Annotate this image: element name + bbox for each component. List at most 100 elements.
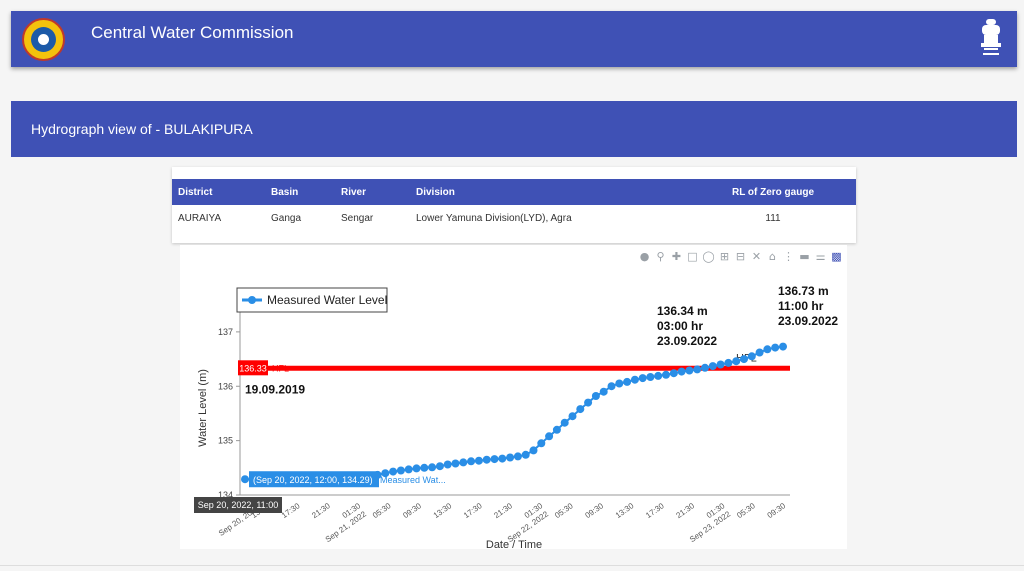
- cell-district: AURAIYA: [178, 212, 222, 224]
- data-point: [521, 450, 530, 459]
- data-point: [459, 458, 468, 467]
- data-point: [747, 352, 756, 361]
- pan-icon[interactable]: ✚: [671, 250, 682, 263]
- lasso-select-icon[interactable]: ◯: [702, 250, 715, 263]
- data-point: [591, 392, 600, 400]
- data-point: [498, 454, 507, 463]
- data-point: [763, 345, 772, 354]
- data-point: [732, 357, 741, 366]
- data-point: [241, 475, 249, 484]
- app-title: Central Water Commission: [91, 23, 294, 42]
- data-point: [443, 460, 452, 469]
- data-point: [568, 412, 577, 421]
- page-footer-divider: [0, 565, 1024, 566]
- annotation-text: 136.34 m: [657, 304, 708, 318]
- box-select-icon[interactable]: □: [687, 250, 698, 263]
- legend-marker: [248, 296, 256, 304]
- data-point: [755, 348, 764, 357]
- zoom-icon[interactable]: ⚲: [656, 250, 665, 263]
- plot-modebar: ● ⚲ ✚ □ ◯ ⊞ ⊟ ✕ ⌂ ⋮ ▬ ⚌ ▩: [638, 251, 843, 263]
- data-point: [677, 367, 686, 376]
- data-point: [771, 343, 780, 352]
- station-info-card: District Basin River Division RL of Zero…: [172, 167, 856, 243]
- data-point: [724, 358, 733, 367]
- reset-axes-icon[interactable]: ⌂: [769, 250, 776, 263]
- annotation-text: 136.73 m: [778, 284, 829, 298]
- data-point: [420, 463, 429, 472]
- data-point: [662, 370, 670, 379]
- data-point: [529, 446, 538, 455]
- data-point: [537, 439, 546, 448]
- data-point: [701, 363, 709, 372]
- data-point: [482, 455, 491, 464]
- zoom-in-icon[interactable]: ⊞: [719, 250, 730, 263]
- data-point: [451, 459, 460, 468]
- annotation-text: 03:00 hr: [657, 319, 703, 333]
- column-division: Division: [410, 179, 690, 205]
- legend-label: Measured Water Level: [267, 293, 387, 307]
- cell-rl-zero-gauge: 111: [765, 212, 781, 224]
- column-district: District: [172, 179, 265, 205]
- cell-division: Lower Yamuna Division(LYD), Agra: [416, 212, 572, 224]
- y-tick-label: 134: [218, 490, 233, 500]
- cell-basin: Ganga: [271, 212, 302, 224]
- x-tick-label: 05:30: [553, 501, 575, 520]
- hover-compare-icon[interactable]: ⚌: [815, 250, 826, 263]
- x-tick-label: 13:30: [614, 501, 636, 520]
- data-point: [412, 464, 421, 473]
- autoscale-icon[interactable]: ✕: [751, 250, 762, 263]
- data-point: [623, 377, 632, 386]
- hydrograph-plot[interactable]: ● ⚲ ✚ □ ◯ ⊞ ⊟ ✕ ⌂ ⋮ ▬ ⚌ ▩ 134 135 136 137 Wa…: [180, 245, 847, 551]
- zoom-out-icon[interactable]: ⊟: [735, 250, 746, 263]
- hover-x-box: [194, 497, 282, 513]
- data-point: [584, 398, 593, 407]
- app-header: Central Water Commission: [11, 11, 1017, 67]
- data-point: [474, 456, 483, 465]
- toggle-spike-icon[interactable]: ⋮: [783, 250, 794, 263]
- camera-icon[interactable]: ●: [639, 250, 650, 263]
- x-tick-label: 09:30: [401, 501, 423, 520]
- annotation-text: 11:00 hr: [778, 299, 824, 313]
- station-info-table: District Basin River Division RL of Zero…: [172, 179, 856, 231]
- data-point: [560, 418, 569, 427]
- x-tick-label: 13:30: [432, 501, 454, 520]
- annotation-text: 23.09.2022: [778, 314, 838, 328]
- hydrograph-title: Hydrograph view of - BULAKIPURA: [31, 121, 253, 137]
- cwc-logo: [22, 18, 65, 61]
- hfl-hover-label: HFL: [272, 363, 289, 373]
- x-tick-label: 21:30: [310, 501, 332, 520]
- data-point: [708, 362, 717, 371]
- x-tick-label: 21:30: [675, 501, 697, 520]
- hover-closest-icon[interactable]: ▬: [799, 250, 810, 263]
- column-rl-zero-gauge: RL of Zero gauge: [690, 179, 856, 205]
- cell-river: Sengar: [341, 212, 374, 224]
- data-point: [716, 360, 725, 369]
- y-tick-label: 137: [218, 327, 233, 337]
- data-point: [615, 379, 624, 388]
- data-point: [576, 405, 585, 414]
- data-point: [693, 365, 702, 374]
- data-point: [490, 455, 499, 464]
- data-point: [396, 466, 405, 475]
- data-point: [467, 457, 476, 466]
- plotly-logo-icon[interactable]: ▩: [831, 250, 842, 263]
- column-basin: Basin: [265, 179, 335, 205]
- x-tick-label: 17:30: [644, 501, 666, 520]
- data-point: [599, 387, 608, 396]
- data-point: [513, 452, 522, 461]
- data-point: [545, 432, 554, 441]
- y-tick-label: 136: [218, 381, 233, 391]
- x-tick-label: 05:30: [735, 501, 757, 520]
- data-point: [654, 371, 663, 380]
- hover-x-label: Sep 20, 2022, 11:00: [198, 500, 278, 510]
- x-axis-title: Date / Time: [486, 539, 542, 549]
- x-tick-label: 17:30: [462, 501, 484, 520]
- hydrograph-title-bar: Hydrograph view of - BULAKIPURA: [11, 101, 1017, 157]
- data-point: [381, 469, 390, 478]
- data-point: [607, 382, 616, 391]
- data-point: [389, 467, 398, 476]
- hfl-date-label: 19.09.2019: [245, 382, 305, 396]
- hover-trace-label: Measured Wat...: [380, 475, 446, 485]
- data-point: [646, 373, 655, 381]
